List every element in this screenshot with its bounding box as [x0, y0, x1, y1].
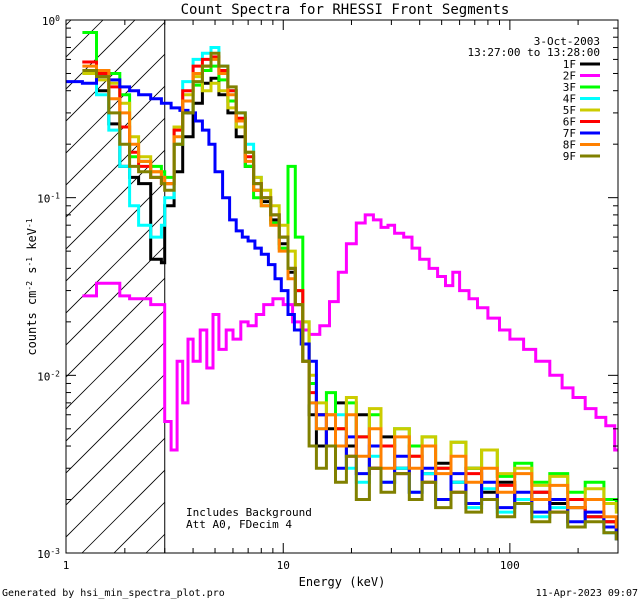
series-line-9F — [82, 51, 618, 541]
legend-label-2F: 2F — [563, 70, 576, 83]
footer-generated-by: Generated by hsi_min_spectra_plot.pro — [2, 588, 225, 599]
legend-label-8F: 8F — [563, 139, 576, 152]
x-tick-label: 1 — [63, 559, 70, 572]
x-tick-label: 100 — [500, 559, 520, 572]
legend-label-7F: 7F — [563, 127, 576, 140]
series-line-7F — [66, 75, 618, 541]
y-tick-label: 100 — [42, 14, 60, 29]
hatch-mask — [164, 20, 618, 553]
time-range-label: 13:27:00 to 13:28:00 — [468, 46, 600, 59]
chart-title: Count Spectra for RHESSI Front Segments — [181, 2, 510, 18]
annotation-background: Includes Background — [186, 506, 312, 519]
x-tick-label: 10 — [277, 559, 290, 572]
date-label: 3-Oct-2003 — [534, 35, 600, 48]
footer-timestamp: 11-Apr-2023 09:07 — [536, 588, 638, 599]
legend-label-6F: 6F — [563, 116, 576, 129]
x-axis-label: Energy (keV) — [299, 575, 386, 589]
y-tick-label: 10-2 — [37, 369, 60, 384]
annotation-attenuator: Att A0, FDecim 4 — [186, 518, 292, 531]
hatch-line — [66, 20, 72, 26]
legend-label-5F: 5F — [563, 104, 576, 117]
series-line-2F — [82, 213, 618, 452]
hatch-line — [66, 20, 168, 122]
attenuator-hatch-region — [66, 20, 618, 553]
y-axis-label: counts cm-2 s-1 keV-1 — [25, 218, 40, 355]
legend-label-3F: 3F — [563, 81, 576, 94]
legend-label-9F: 9F — [563, 150, 576, 163]
plot-frame — [65, 19, 619, 554]
hatch-line — [66, 20, 232, 186]
legend-label-1F: 1F — [563, 58, 576, 71]
y-tick-label: 10-3 — [37, 547, 60, 562]
legend-label-4F: 4F — [563, 93, 576, 106]
y-tick-label: 10-1 — [37, 191, 60, 206]
